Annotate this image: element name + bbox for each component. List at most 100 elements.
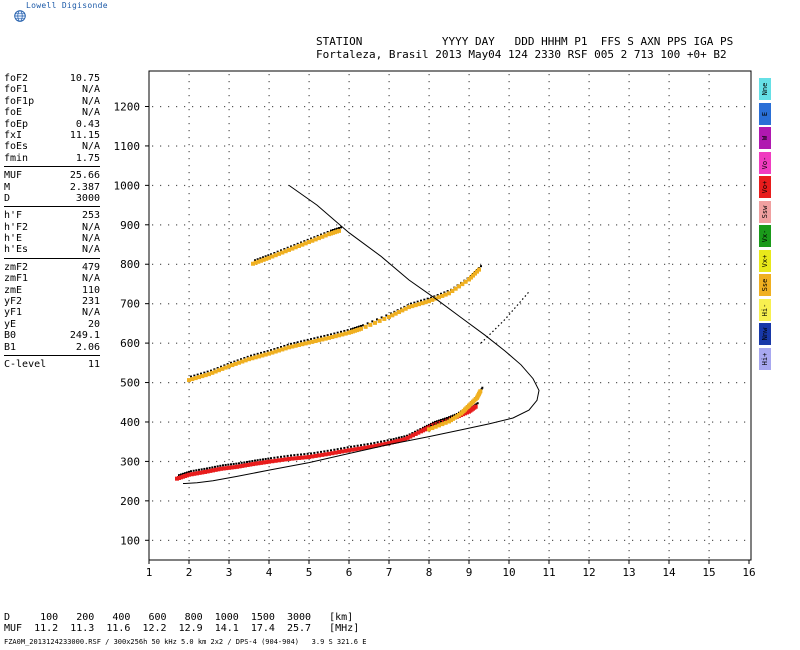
grid-dot (168, 105, 170, 108)
echo-point-dark (353, 445, 356, 448)
grid-dot (336, 105, 338, 108)
grid-dot (664, 145, 666, 147)
grid-dot (176, 342, 178, 344)
grid-dot (272, 145, 274, 147)
grid-dot (360, 421, 362, 423)
grid-dot (640, 263, 642, 265)
grid-dot (468, 200, 470, 202)
grid-dot (588, 480, 590, 482)
grid-dot (504, 303, 506, 305)
grid-dot (588, 424, 590, 426)
grid-dot (428, 389, 430, 391)
grid-dot (288, 460, 290, 463)
grid-dot (508, 557, 510, 559)
grid-dot (656, 145, 658, 147)
grid-dot (228, 347, 230, 349)
grid-dot (152, 263, 154, 265)
grid-dot (708, 340, 710, 342)
grid-dot (248, 500, 250, 502)
echo-point (256, 259, 261, 264)
grid-dot (588, 151, 590, 153)
profile-curves (183, 184, 540, 484)
grid-dot (308, 137, 310, 139)
grid-dot (424, 342, 426, 344)
echo-point-dark (350, 328, 352, 331)
grid-dot (708, 172, 710, 174)
param-separator (4, 257, 100, 259)
grid-dot (168, 263, 170, 265)
grid-dot (188, 375, 190, 377)
grid-dot (228, 361, 230, 363)
grid-dot (188, 263, 190, 265)
grid-dot (208, 224, 210, 226)
echo-point-dark (362, 324, 364, 327)
grid-dot (228, 459, 230, 461)
grid-dot (628, 200, 630, 202)
grid-dot (428, 452, 430, 454)
grid-dot (508, 326, 510, 328)
grid-dot (348, 536, 350, 538)
echo-point (229, 465, 234, 470)
grid-dot (668, 263, 670, 265)
echo-point-dark (283, 344, 286, 347)
grid-dot (308, 214, 310, 216)
grid-dot (728, 303, 730, 305)
grid-dot (608, 539, 610, 541)
grid-dot (288, 145, 290, 147)
grid-dot (348, 438, 350, 440)
grid-dot (228, 529, 230, 531)
grid-dot (308, 305, 310, 307)
grid-dot (268, 543, 270, 545)
grid-dot (232, 460, 234, 463)
grid-dot (296, 500, 298, 502)
grid-dot (336, 382, 338, 384)
grid-dot (628, 74, 630, 76)
grid-dot (468, 88, 470, 90)
grid-dot (188, 480, 190, 482)
grid-dot (308, 221, 310, 223)
grid-dot (268, 298, 270, 300)
grid-dot (228, 557, 230, 559)
grid-dot (468, 102, 470, 104)
grid-dot (428, 438, 430, 440)
grid-dot (428, 193, 430, 195)
grid-dot (336, 224, 338, 226)
param-name: h'Es (4, 244, 29, 256)
echo-point (413, 431, 418, 436)
grid-dot (348, 389, 350, 391)
grid-dot (388, 102, 390, 104)
grid-dot (464, 421, 466, 423)
param-name: fmin (4, 152, 29, 164)
grid-dot (472, 539, 474, 541)
grid-dot (468, 95, 470, 97)
grid-dot (628, 298, 630, 300)
grid-dot (664, 303, 666, 305)
grid-dot (628, 487, 630, 489)
grid-dot (188, 305, 190, 307)
grid-dot (468, 480, 470, 482)
grid-dot (248, 460, 250, 463)
grid-dot (728, 224, 730, 226)
grid-dot (588, 88, 590, 90)
grid-dot (188, 144, 190, 146)
echo-point-dark (293, 454, 296, 457)
grid-dot (344, 105, 346, 108)
grid-dot (388, 389, 390, 391)
echo-point (383, 441, 388, 446)
grid-dot (588, 354, 590, 356)
grid-dot (368, 105, 370, 108)
grid-dot (228, 550, 230, 552)
echo-point (223, 365, 228, 370)
grid-dot (188, 88, 190, 90)
grid-dot (640, 303, 642, 305)
x-tick-label: 10 (502, 566, 515, 579)
grid-dot (268, 109, 270, 111)
grid-dot (188, 438, 190, 440)
grid-dot (188, 382, 190, 384)
grid-dot (588, 536, 590, 538)
globe-icon (14, 10, 26, 22)
grid-dot (648, 421, 650, 423)
grid-dot (480, 224, 482, 226)
grid-dot (628, 193, 630, 195)
grid-dot (304, 105, 306, 108)
